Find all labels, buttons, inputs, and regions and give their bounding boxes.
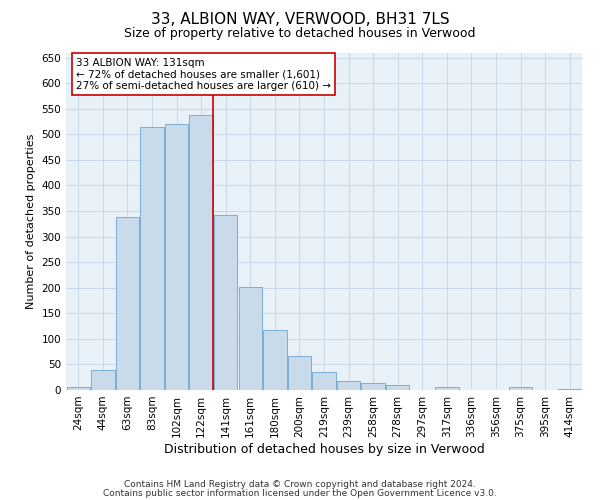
Bar	[91, 370, 115, 390]
Text: Size of property relative to detached houses in Verwood: Size of property relative to detached ho…	[124, 28, 476, 40]
Bar	[67, 388, 90, 390]
Text: Contains public sector information licensed under the Open Government Licence v3: Contains public sector information licen…	[103, 489, 497, 498]
Bar	[165, 124, 188, 390]
Bar	[288, 356, 311, 390]
Bar	[558, 389, 581, 390]
Text: Contains HM Land Registry data © Crown copyright and database right 2024.: Contains HM Land Registry data © Crown c…	[124, 480, 476, 489]
Bar	[239, 286, 262, 390]
Bar	[214, 214, 238, 390]
Bar	[361, 384, 385, 390]
Bar	[313, 372, 335, 390]
Bar	[435, 388, 458, 390]
Bar	[386, 385, 409, 390]
Y-axis label: Number of detached properties: Number of detached properties	[26, 134, 36, 309]
Bar	[190, 115, 213, 390]
Bar	[140, 126, 164, 390]
Text: 33, ALBION WAY, VERWOOD, BH31 7LS: 33, ALBION WAY, VERWOOD, BH31 7LS	[151, 12, 449, 28]
Bar	[116, 217, 139, 390]
X-axis label: Distribution of detached houses by size in Verwood: Distribution of detached houses by size …	[164, 442, 484, 456]
Bar	[509, 388, 532, 390]
Bar	[263, 330, 287, 390]
Bar	[337, 381, 360, 390]
Text: 33 ALBION WAY: 131sqm
← 72% of detached houses are smaller (1,601)
27% of semi-d: 33 ALBION WAY: 131sqm ← 72% of detached …	[76, 58, 331, 91]
